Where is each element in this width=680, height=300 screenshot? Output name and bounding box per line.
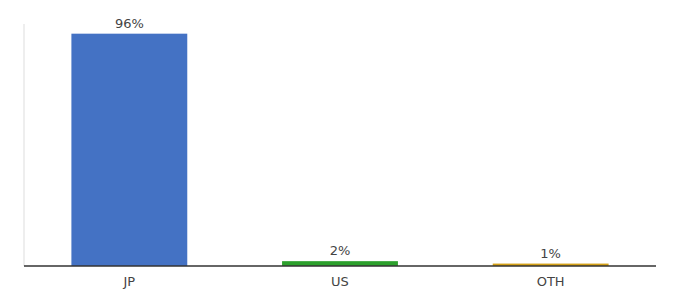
- data-label: 2%: [330, 243, 351, 258]
- y-axis-line: [24, 24, 25, 266]
- data-label: 96%: [115, 16, 144, 31]
- data-label: 1%: [540, 246, 561, 261]
- x-axis-line: [24, 265, 656, 267]
- x-tick-label: JP: [122, 274, 135, 289]
- x-tick-label: OTH: [537, 274, 565, 289]
- x-tick-label: US: [331, 274, 349, 289]
- bar: [71, 34, 187, 266]
- chart-container: JP US OTH 96% 2% 1%: [0, 0, 680, 300]
- chart-svg: JP US OTH 96% 2% 1%: [0, 0, 680, 300]
- bars: [71, 34, 608, 266]
